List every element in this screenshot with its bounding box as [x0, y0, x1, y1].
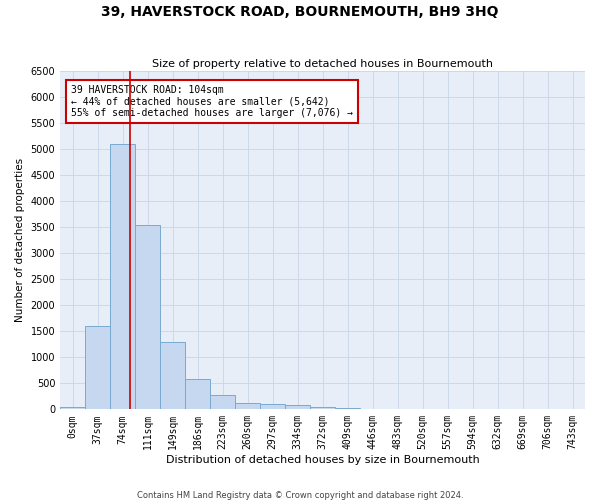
Bar	[210, 395, 235, 409]
Text: 39 HAVERSTOCK ROAD: 104sqm
← 44% of detached houses are smaller (5,642)
55% of s: 39 HAVERSTOCK ROAD: 104sqm ← 44% of deta…	[71, 84, 353, 118]
X-axis label: Distribution of detached houses by size in Bournemouth: Distribution of detached houses by size …	[166, 455, 479, 465]
Text: Contains HM Land Registry data © Crown copyright and database right 2024.: Contains HM Land Registry data © Crown c…	[137, 490, 463, 500]
Text: 39, HAVERSTOCK ROAD, BOURNEMOUTH, BH9 3HQ: 39, HAVERSTOCK ROAD, BOURNEMOUTH, BH9 3H…	[101, 5, 499, 19]
Title: Size of property relative to detached houses in Bournemouth: Size of property relative to detached ho…	[152, 59, 493, 69]
Bar	[60, 406, 85, 410]
Bar	[335, 408, 360, 410]
Bar	[285, 406, 310, 409]
Y-axis label: Number of detached properties: Number of detached properties	[15, 158, 25, 322]
Bar	[185, 379, 210, 410]
Bar	[260, 404, 285, 409]
Bar	[135, 224, 160, 410]
Bar	[235, 403, 260, 409]
Bar	[110, 144, 135, 409]
Bar	[310, 408, 335, 410]
Bar	[85, 326, 110, 409]
Bar	[160, 342, 185, 409]
